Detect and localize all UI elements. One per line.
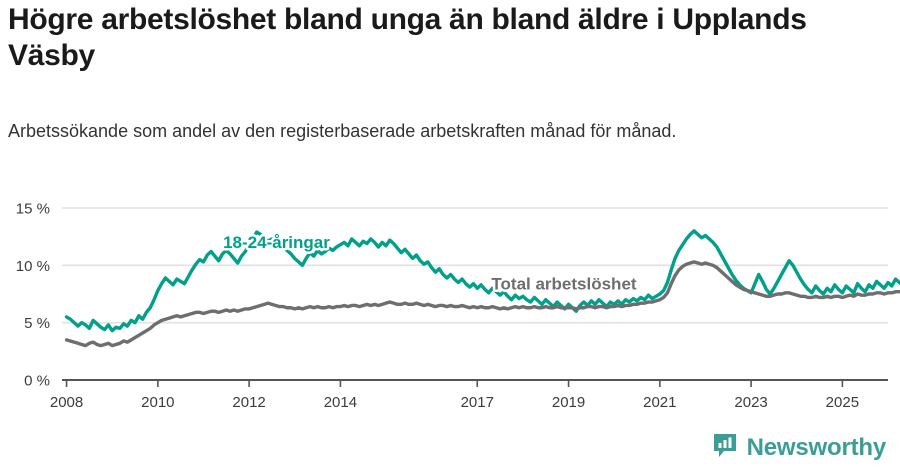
x-tick-label: 2014: [324, 394, 357, 411]
x-tick-label: 2017: [461, 394, 494, 411]
y-tick-label: 10 %: [16, 258, 50, 275]
x-tick-label: 2012: [232, 394, 265, 411]
y-tick-label: 5 %: [24, 315, 50, 332]
x-tick-label: 2010: [141, 394, 174, 411]
y-tick-label: 0 %: [24, 373, 50, 390]
x-tick-label: 2025: [826, 394, 859, 411]
newsworthy-brand: Newsworthy: [712, 432, 886, 463]
series-label-halo: 18-24-åringar: [223, 233, 330, 252]
page-title: Högre arbetslöshet bland unga än bland ä…: [8, 3, 807, 72]
series-label-halo: Total arbetslöshet: [491, 274, 636, 293]
x-tick-label: 2008: [50, 394, 83, 411]
series-label-young: 18-24-åringar: [223, 233, 330, 252]
line-chart: 0 % 5 % 10 % 15 % 2008 2010 2012 2014 2017 2019 20…: [16, 201, 900, 411]
brand-name: Newsworthy: [746, 433, 887, 461]
newsworthy-bar-chart-bubble-icon: [712, 432, 738, 463]
series-line-young: [64, 229, 900, 333]
page-subtitle: Arbetssökande som andel av den registerb…: [8, 121, 677, 141]
x-tick-label: 2019: [552, 394, 585, 411]
x-tick-label: 2023: [734, 394, 767, 411]
series-line-total: [64, 260, 900, 348]
series-label-total: Total arbetslöshet: [491, 274, 636, 293]
y-tick-label: 15 %: [16, 201, 50, 218]
x-tick-label: 2021: [643, 394, 676, 411]
chart-container: 0 % 5 % 10 % 15 % 2008 2010 2012 2014 2017 2019 20…: [0, 190, 900, 420]
chart-footer: Newsworthy: [0, 424, 900, 474]
